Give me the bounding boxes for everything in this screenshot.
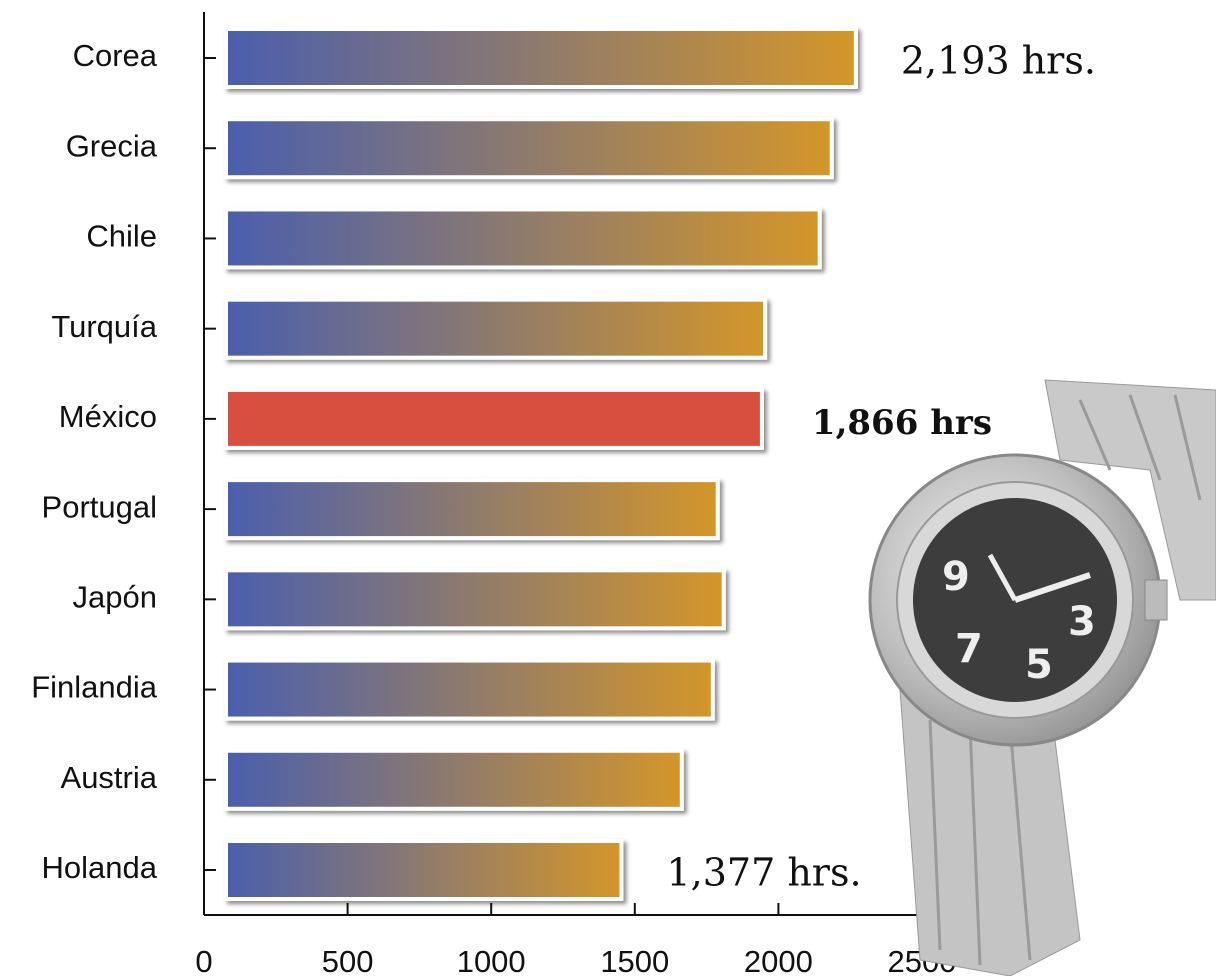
svg-text:5: 5 xyxy=(1025,642,1053,688)
svg-text:3: 3 xyxy=(1068,599,1096,645)
svg-text:9: 9 xyxy=(942,554,970,600)
y-tick-label: Grecia xyxy=(66,128,158,163)
svg-text:7: 7 xyxy=(955,626,983,672)
y-tick-label: Corea xyxy=(73,38,158,73)
bar xyxy=(224,117,834,180)
value-label: 1,866 hrs xyxy=(812,403,992,443)
y-tick-label: Austria xyxy=(61,760,158,795)
bar xyxy=(224,297,768,360)
bar xyxy=(224,568,726,631)
y-tick-label: Turquía xyxy=(51,309,157,344)
bar xyxy=(224,207,822,270)
value-label: 1,377 hrs. xyxy=(666,851,861,895)
y-tick-label: Finlandia xyxy=(31,670,158,705)
y-tick-label: Holanda xyxy=(42,850,158,885)
x-tick-label: 2000 xyxy=(744,944,813,976)
bar xyxy=(224,658,715,721)
value-label: 2,193 hrs. xyxy=(901,39,1096,83)
bar xyxy=(224,478,720,541)
y-tick-label: Chile xyxy=(86,219,157,254)
x-tick-label: 1000 xyxy=(457,944,526,976)
x-tick-label: 0 xyxy=(195,944,212,976)
bar xyxy=(224,748,684,811)
watch-image: 9 357 xyxy=(868,379,1216,976)
bar xyxy=(224,387,764,450)
x-tick-label: 1500 xyxy=(600,944,669,976)
bar xyxy=(224,839,624,901)
y-tick-label: Portugal xyxy=(42,489,157,524)
y-tick-label: México xyxy=(59,399,157,434)
y-tick-label: Japón xyxy=(73,580,157,615)
x-tick-label: 500 xyxy=(322,944,374,976)
bar xyxy=(224,27,858,89)
